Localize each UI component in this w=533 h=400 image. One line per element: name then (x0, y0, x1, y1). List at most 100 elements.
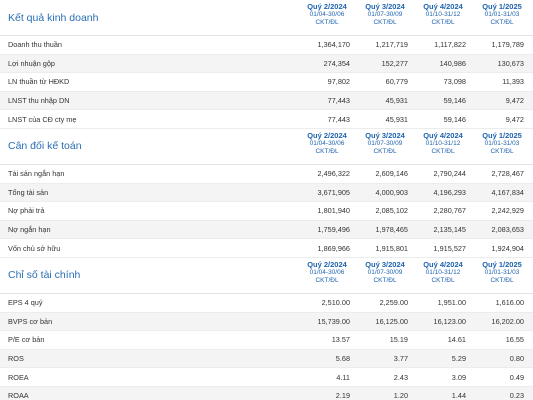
table-row[interactable]: Doanh thu thuần 1,364,170 1,217,719 1,117,8… (0, 36, 533, 55)
value-cell: 15.19 (389, 335, 408, 345)
value-cell: 1,924,904 (491, 243, 524, 253)
row-values: 1,801,940 2,085,102 2,280,767 2,242,929 (298, 206, 532, 215)
section-1: Cân đối kế toán Quý 2/2024 01/04-30/06 CKT/… (0, 129, 533, 258)
table-row[interactable]: P/E cơ bản 13.57 15.19 14.61 16.55 (0, 331, 533, 350)
value-cell: 45,931 (385, 96, 408, 106)
period-unit: CKT/ĐL (373, 147, 397, 155)
period-unit: CKT/ĐL (373, 276, 397, 284)
value-cell: 97,802 (327, 77, 350, 87)
value-cell: 11,393 (502, 77, 524, 87)
value-cell: 1,759,496 (317, 225, 350, 235)
table-row[interactable]: Lợi nhuận gộp 274,354 152,277 140,986 130,67… (0, 54, 533, 74)
value-cell: 60,779 (385, 77, 408, 87)
period-name: Quý 3/2024 (365, 130, 405, 140)
row-values: 97,802 60,779 73,098 11,393 (298, 77, 532, 86)
row-values: 2.19 1.20 1.44 0.23 (298, 391, 532, 400)
period-column-header: Quý 2/2024 01/04-30/06 CKT/ĐL (298, 258, 356, 293)
period-unit: CKT/ĐL (431, 19, 455, 26)
value-cell: 13.57 (331, 335, 350, 345)
period-unit: CKT/ĐL (490, 276, 514, 284)
value-cell: 2,085,102 (375, 206, 408, 216)
period-unit: CKT/ĐL (373, 19, 397, 26)
period-column-header: Quý 4/2024 01/10-31/12 CKT/ĐL (414, 0, 472, 35)
value-cell: 0.23 (509, 391, 524, 400)
row-label: EPS 4 quý (8, 298, 43, 308)
table-row[interactable]: Vốn chủ sở hữu 1,869,966 1,915,801 1,915,52… (0, 239, 533, 258)
value-cell: 2,083,653 (491, 225, 524, 235)
row-label: Tổng tài sản (8, 187, 49, 197)
period-name: Quý 4/2024 (423, 259, 463, 269)
row-values: 274,354 152,277 140,986 130,673 (298, 59, 532, 68)
section-header: Cân đối kế toán Quý 2/2024 01/04-30/06 CKT/… (0, 129, 533, 165)
value-cell: 1,951.00 (437, 298, 466, 308)
section-title[interactable]: Cân đối kế toán (8, 140, 82, 153)
period-range: 01/01-31/03 (484, 139, 520, 147)
value-cell: 1,869,966 (317, 243, 350, 253)
period-name: Quý 1/2025 (482, 259, 522, 269)
value-cell: 14.61 (447, 335, 466, 345)
value-cell: 2,496,322 (317, 169, 350, 179)
period-unit: CKT/ĐL (490, 19, 514, 26)
value-cell: 1,978,465 (375, 225, 408, 235)
period-range: 01/01-31/03 (484, 11, 520, 18)
value-cell: 3.77 (393, 354, 408, 364)
period-range: 01/04-30/06 (309, 268, 345, 276)
value-cell: 1,801,940 (317, 206, 350, 216)
period-name: Quý 1/2025 (482, 2, 522, 11)
table-row[interactable]: Tổng tài sản 3,671,905 4,000,903 4,196,293 4… (0, 183, 533, 203)
row-values: 1,759,496 1,978,465 2,135,145 2,083,653 (298, 225, 532, 234)
row-values: 77,443 45,931 59,146 9,472 (298, 96, 532, 105)
value-cell: 1,217,719 (375, 40, 408, 50)
table-row[interactable]: Tài sản ngắn hạn 2,496,322 2,609,146 2,790,… (0, 165, 533, 184)
table-row[interactable]: BVPS cơ bản 15,739.00 16,125.00 16,123.00 16… (0, 312, 533, 332)
row-values: 1,869,966 1,915,801 1,915,527 1,924,904 (298, 244, 532, 253)
row-label: Doanh thu thuần (8, 40, 62, 50)
table-row[interactable]: LNST thu nhập DN 77,443 45,931 59,146 9,472 (0, 91, 533, 111)
value-cell: 4,000,903 (375, 187, 408, 197)
value-cell: 3,671,905 (317, 187, 350, 197)
value-cell: 2,259.00 (379, 298, 408, 308)
period-name: Quý 2/2024 (307, 2, 347, 11)
value-cell: 1,179,789 (491, 40, 524, 50)
value-cell: 2,510.00 (321, 298, 350, 308)
table-row[interactable]: ROAA 2.19 1.20 1.44 0.23 (0, 386, 533, 400)
period-unit: CKT/ĐL (315, 276, 339, 284)
value-cell: 16,125.00 (375, 316, 408, 326)
period-column-header: Quý 4/2024 01/10-31/12 CKT/ĐL (414, 129, 472, 164)
section-header: Chỉ số tài chính Quý 2/2024 01/04-30/06 CKT… (0, 258, 533, 294)
value-cell: 1,117,822 (434, 40, 466, 50)
table-row[interactable]: Nợ ngắn hạn 1,759,496 1,978,465 2,135,145 2,… (0, 220, 533, 240)
row-label: Lợi nhuận gộp (8, 58, 55, 68)
period-column-header: Quý 3/2024 01/07-30/09 CKT/ĐL (356, 0, 414, 35)
period-name: Quý 1/2025 (482, 130, 522, 140)
value-cell: 1.20 (393, 391, 408, 400)
table-row[interactable]: LN thuần từ HĐKD 97,802 60,779 73,098 11,393 (0, 73, 533, 92)
table-row[interactable]: ROEA 4.11 2.43 3.09 0.49 (0, 368, 533, 387)
table-row[interactable]: LNST của CĐ cty mẹ 77,443 45,931 59,146 9,47… (0, 110, 533, 129)
table-row[interactable]: Nợ phải trả 1,801,940 2,085,102 2,280,767 2,… (0, 202, 533, 221)
value-cell: 4,167,834 (491, 187, 524, 197)
value-cell: 77,443 (327, 96, 350, 106)
period-range: 01/07-30/09 (367, 268, 403, 276)
value-cell: 9,472 (505, 114, 524, 124)
value-cell: 45,931 (385, 114, 408, 124)
table-row[interactable]: EPS 4 quý 2,510.00 2,259.00 1,951.00 1,616.0… (0, 294, 533, 313)
table-row[interactable]: ROS 5.68 3.77 5.29 0.80 (0, 349, 533, 369)
row-values: 4.11 2.43 3.09 0.49 (298, 373, 532, 382)
row-values: 2,510.00 2,259.00 1,951.00 1,616.00 (298, 298, 532, 307)
period-range: 01/01-31/03 (484, 268, 520, 276)
section-title[interactable]: Chỉ số tài chính (8, 269, 81, 282)
period-column-header: Quý 2/2024 01/04-30/06 CKT/ĐL (298, 129, 356, 164)
value-cell: 1,915,801 (375, 243, 408, 253)
period-column-header: Quý 1/2025 01/01-31/03 CKT/ĐL (472, 129, 532, 164)
row-values: 13.57 15.19 14.61 16.55 (298, 335, 532, 344)
value-cell: 77,443 (327, 114, 350, 124)
period-column-header: Quý 3/2024 01/07-30/09 CKT/ĐL (356, 129, 414, 164)
period-unit: CKT/ĐL (431, 276, 455, 284)
row-label: P/E cơ bản (8, 335, 45, 345)
value-cell: 0.80 (509, 354, 524, 364)
period-range: 01/04-30/06 (309, 11, 345, 18)
section-title[interactable]: Kết quả kinh doanh (8, 11, 99, 24)
value-cell: 2,242,929 (491, 206, 524, 216)
period-headers: Quý 2/2024 01/04-30/06 CKT/ĐL Quý 3/2024 01/… (298, 0, 532, 35)
